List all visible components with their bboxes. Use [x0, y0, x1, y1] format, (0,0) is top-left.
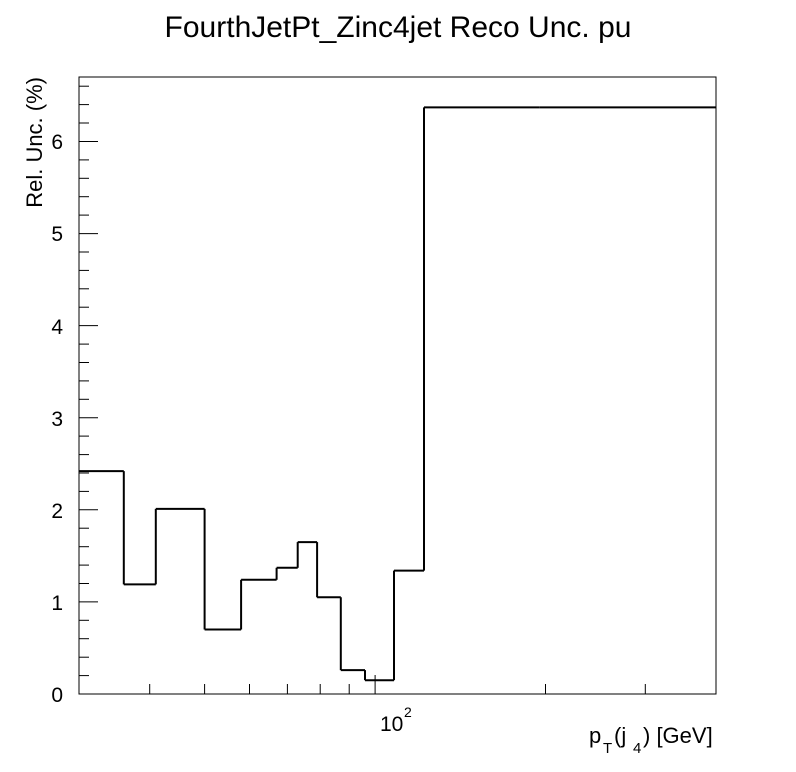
y-axis-ticks [79, 85, 98, 695]
plot-frame [78, 76, 717, 695]
x-axis-label-sub-4: 4 [633, 740, 641, 757]
x-axis-label-unit: ) [GeV] [643, 723, 713, 748]
histogram-series [79, 106, 716, 682]
x-axis-label-j: (j [614, 723, 626, 748]
y-tick-label: 3 [51, 408, 63, 431]
x-axis-ticks [149, 675, 646, 694]
x-axis-label: p T (j 4 ) [GeV] [589, 723, 713, 757]
y-tick-label: 0 [51, 684, 63, 707]
x-tick-label-base: 10 [380, 713, 403, 736]
y-tick-label: 4 [51, 316, 63, 339]
x-axis-label-p: p [589, 723, 601, 748]
y-tick-label: 2 [51, 500, 63, 523]
x-tick-label: 10 2 [380, 704, 412, 736]
x-tick-label-exponent: 2 [404, 704, 412, 720]
y-tick-label: 1 [51, 592, 63, 615]
y-tick-label: 5 [51, 223, 63, 246]
y-tick-label: 6 [51, 131, 63, 154]
y-tick-labels: 0 1 2 3 4 5 6 [51, 131, 63, 707]
y-axis-label: Rel. Unc. (%) [22, 77, 47, 208]
chart-title: FourthJetPt_Zinc4jet Reco Unc. pu [165, 11, 632, 44]
x-axis-label-sub-t: T [603, 740, 612, 757]
